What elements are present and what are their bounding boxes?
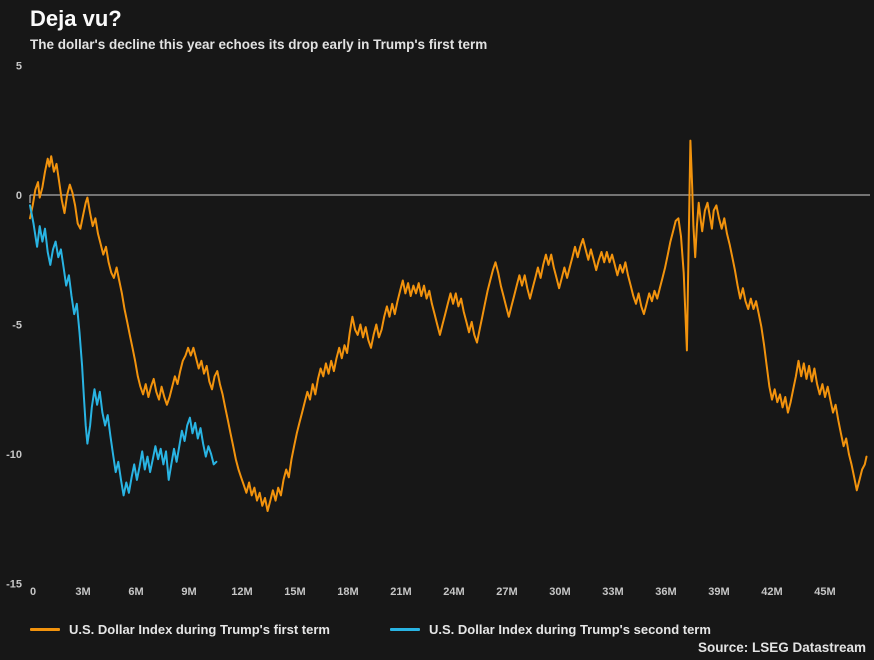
x-axis-label: 18M	[337, 586, 358, 598]
x-axis-label: 42M	[761, 586, 782, 598]
x-axis-label: 3M	[75, 586, 90, 598]
legend-label-first-term: U.S. Dollar Index during Trump's first t…	[69, 621, 330, 637]
x-axis-label: 30M	[549, 586, 570, 598]
first-term-line-swatch	[30, 627, 60, 631]
first-term-series-line	[29, 139, 868, 512]
dollar-index-line-chart: 5 0 -5 -10 -15 0 3M 6M 9M 12M 15M 18M 21M 24M 27M 30M 33…	[6, 61, 870, 598]
x-axis-label: 9M	[181, 586, 196, 598]
second-term-line-swatch	[390, 627, 420, 631]
second-term-series-line	[29, 204, 218, 497]
y-axis-label: 5	[16, 61, 22, 73]
legend-item-first-term: U.S. Dollar Index during Trump's first t…	[30, 619, 330, 639]
legend-item-second-term: U.S. Dollar Index during Trump's second …	[390, 619, 711, 639]
legend-label-second-term: U.S. Dollar Index during Trump's second …	[429, 621, 711, 637]
x-axis-label: 33M	[602, 586, 623, 598]
y-axis-label: 0	[16, 190, 22, 202]
x-axis-label: 27M	[496, 586, 517, 598]
x-axis-label: 0	[30, 586, 36, 598]
x-axis-label: 24M	[443, 586, 464, 598]
page-title: Deja vu?	[30, 6, 122, 31]
x-axis-label: 36M	[655, 586, 676, 598]
x-axis-label: 39M	[708, 586, 729, 598]
x-axis-label: 12M	[231, 586, 252, 598]
x-axis-label: 6M	[128, 586, 143, 598]
y-axis-label: -5	[12, 320, 22, 332]
x-axis-label: 15M	[284, 586, 305, 598]
source-credit: Source: LSEG Datastream	[697, 640, 866, 655]
x-axis-label: 45M	[814, 586, 835, 598]
legend: U.S. Dollar Index during Trump's first t…	[0, 619, 874, 641]
y-axis-label: -10	[6, 449, 22, 461]
chart-subtitle: The dollar's decline this year echoes it…	[30, 37, 488, 52]
x-axis-label: 21M	[390, 586, 411, 598]
y-axis-label: -15	[6, 579, 22, 591]
